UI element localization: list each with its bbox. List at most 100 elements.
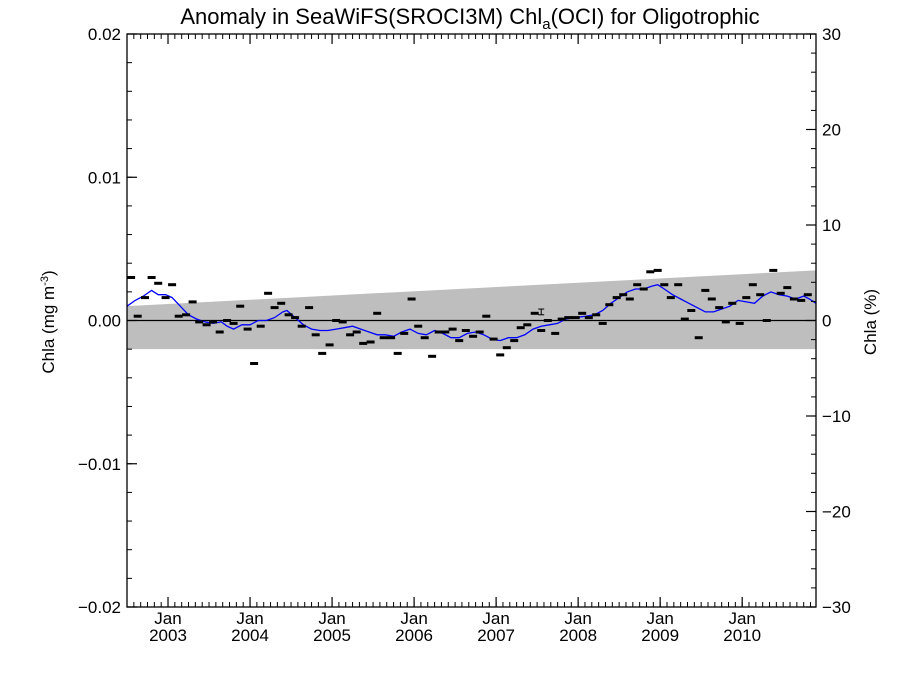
- data-point: [625, 297, 634, 301]
- data-point: [715, 306, 724, 310]
- data-point: [338, 320, 347, 324]
- data-point: [133, 314, 142, 318]
- data-point: [701, 288, 710, 292]
- data-point: [578, 311, 587, 315]
- data-point: [182, 313, 191, 317]
- data-point: [660, 283, 669, 287]
- x-tick-year-label: 2003: [149, 626, 187, 645]
- data-point: [346, 333, 355, 337]
- y-tick-label: 0.02: [88, 25, 121, 44]
- data-point: [229, 321, 238, 325]
- data-point: [414, 324, 423, 328]
- data-point: [564, 316, 573, 320]
- data-point: [154, 281, 163, 285]
- data-point: [551, 331, 560, 335]
- data-point: [728, 301, 737, 305]
- data-point: [174, 314, 183, 318]
- y-tick-label: 0.00: [88, 312, 121, 331]
- data-point: [461, 329, 470, 332]
- data-point: [510, 339, 519, 343]
- x-tick-month-label: Jan: [728, 609, 755, 628]
- y-tick-label: −0.02: [78, 598, 121, 617]
- x-tick-year-label: 2008: [559, 626, 597, 645]
- data-point: [352, 330, 361, 334]
- x-tick-month-label: Jan: [236, 609, 263, 628]
- data-point: [270, 306, 279, 310]
- data-point: [598, 321, 607, 325]
- data-point: [742, 296, 751, 300]
- data-point: [496, 353, 505, 357]
- data-point: [783, 286, 792, 290]
- data-point: [407, 297, 416, 301]
- y2-tick-label: 0: [822, 312, 831, 331]
- y-tick-label: 0.01: [88, 168, 121, 187]
- data-point: [523, 323, 532, 327]
- data-point: [318, 351, 327, 355]
- data-point: [612, 296, 621, 300]
- x-tick-month-label: Jan: [646, 609, 673, 628]
- data-point: [223, 319, 232, 322]
- data-point: [379, 336, 388, 340]
- data-point: [243, 327, 252, 331]
- data-point: [482, 314, 491, 318]
- data-point: [666, 296, 675, 300]
- x-tick-month-label: Jan: [400, 609, 427, 628]
- data-point: [789, 297, 798, 301]
- data-point: [707, 297, 716, 301]
- x-tick-year-label: 2005: [313, 626, 351, 645]
- data-point: [311, 333, 320, 337]
- x-tick-month-label: Jan: [318, 609, 345, 628]
- data-point: [188, 300, 197, 304]
- data-point: [687, 309, 696, 312]
- data-point: [256, 324, 265, 328]
- data-point: [592, 313, 601, 317]
- x-tick-year-label: 2010: [723, 626, 761, 645]
- data-point: [633, 283, 642, 287]
- x-tick-year-label: 2006: [395, 626, 433, 645]
- x-tick-year-label: 2004: [231, 626, 269, 645]
- data-point: [769, 268, 778, 272]
- data-point: [420, 336, 429, 340]
- data-point: [264, 291, 273, 295]
- data-point: [762, 319, 771, 322]
- data-point: [400, 331, 409, 335]
- x-tick-month-label: Jan: [154, 609, 181, 628]
- data-point: [448, 327, 457, 331]
- data-point: [735, 321, 744, 325]
- data-point: [147, 276, 156, 279]
- data-point: [639, 287, 648, 291]
- data-point: [803, 293, 812, 297]
- data-point: [373, 311, 382, 315]
- data-point: [571, 316, 580, 320]
- data-point: [127, 276, 136, 279]
- y2-tick-label: 20: [822, 121, 841, 140]
- data-point: [797, 298, 806, 302]
- data-point: [475, 330, 484, 334]
- data-point: [236, 304, 245, 308]
- data-point: [434, 330, 443, 334]
- data-point: [297, 324, 306, 328]
- data-point: [680, 317, 689, 321]
- data-point: [359, 341, 368, 345]
- data-point: [168, 283, 177, 287]
- y2-tick-label: −10: [822, 407, 851, 426]
- data-point: [387, 336, 396, 340]
- data-point: [441, 330, 450, 334]
- x-tick-year-label: 2007: [477, 626, 515, 645]
- x-tick-month-label: Jan: [564, 609, 591, 628]
- data-point: [489, 337, 498, 341]
- y2-tick-label: −20: [822, 503, 851, 522]
- data-point: [366, 340, 375, 344]
- data-point: [748, 283, 757, 287]
- data-point: [141, 296, 149, 300]
- data-point: [530, 311, 539, 315]
- data-point: [209, 320, 218, 324]
- data-point: [455, 339, 464, 343]
- y2-tick-label: 10: [822, 216, 841, 235]
- data-point: [721, 320, 730, 324]
- data-point: [653, 268, 662, 272]
- data-point: [694, 336, 703, 340]
- y2-tick-label: −30: [822, 598, 851, 617]
- x-tick-month-label: Jan: [482, 609, 509, 628]
- data-point: [161, 296, 170, 300]
